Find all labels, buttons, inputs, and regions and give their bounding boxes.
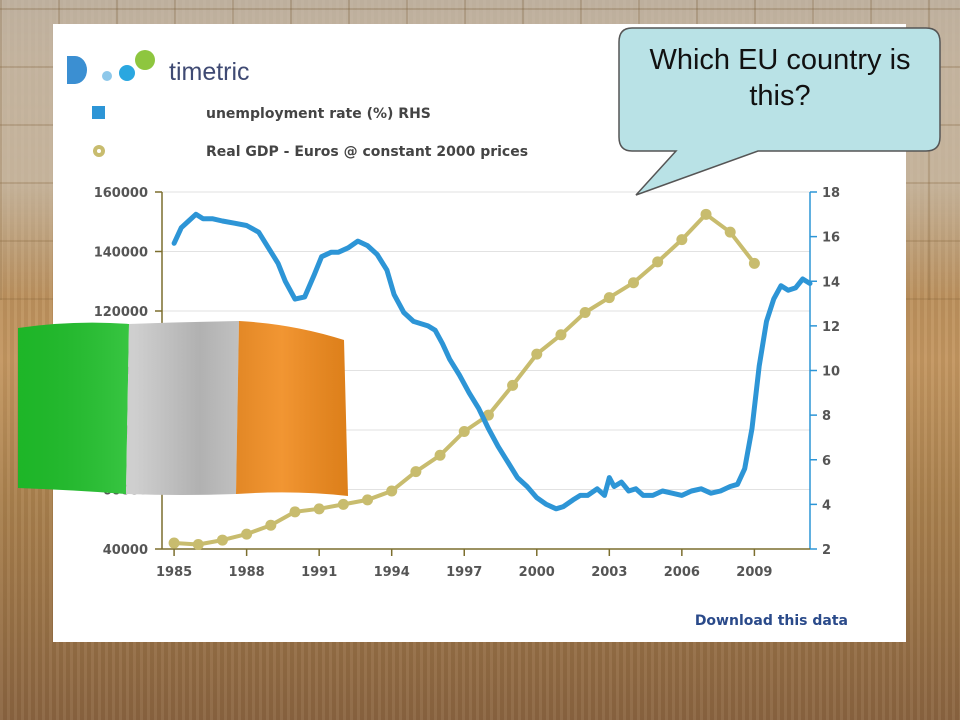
right-axis-tick-label: 12 xyxy=(822,320,840,335)
unemployment-series-line xyxy=(171,211,813,512)
gdp-data-point xyxy=(748,257,760,269)
x-axis-tick-label: 1985 xyxy=(156,565,192,580)
gdp-data-point xyxy=(313,503,325,515)
gdp-data-point xyxy=(192,539,204,551)
irish-flag-icon xyxy=(18,321,348,496)
right-axis-tick-label: 18 xyxy=(822,186,840,201)
x-axis-tick-label: 2000 xyxy=(519,565,555,580)
right-axis-tick-label: 10 xyxy=(822,365,840,380)
left-axis-tick-label: 120000 xyxy=(94,305,148,320)
download-link[interactable]: Download this data xyxy=(695,613,848,629)
callout-bubble xyxy=(618,27,941,196)
gdp-data-point xyxy=(289,506,301,518)
x-axis-tick-label: 2006 xyxy=(664,565,700,580)
x-axis-tick-label: 1994 xyxy=(374,565,410,580)
x-axis-tick-label: 1997 xyxy=(446,565,482,580)
callout-text: Which EU country is this? xyxy=(649,44,911,112)
timetric-logo-icon xyxy=(67,50,155,84)
right-axis-tick-label: 6 xyxy=(822,454,831,469)
gdp-data-point xyxy=(507,379,519,391)
legend-square-icon xyxy=(92,106,105,119)
legend-unemployment-label: unemployment rate (%) RHS xyxy=(206,106,431,122)
gdp-data-point xyxy=(531,348,543,360)
x-axis-tick-label: 2003 xyxy=(591,565,627,580)
right-axis-tick-label: 16 xyxy=(822,231,840,246)
right-axis-tick-label: 14 xyxy=(822,275,840,290)
brand-name: timetric xyxy=(169,58,250,86)
right-axis-tick-label: 4 xyxy=(822,498,831,513)
gdp-data-point xyxy=(458,425,470,437)
gdp-data-point xyxy=(434,449,446,461)
gdp-data-point xyxy=(627,277,639,289)
gdp-data-point xyxy=(555,329,567,341)
gdp-data-point xyxy=(410,466,422,478)
x-axis-tick-label: 1991 xyxy=(301,565,337,580)
gdp-data-point xyxy=(700,208,712,220)
x-axis-tick-label: 1988 xyxy=(229,565,265,580)
right-axis-tick-label: 2 xyxy=(822,543,831,558)
gdp-data-point xyxy=(724,226,736,238)
x-axis-tick-label: 2009 xyxy=(736,565,772,580)
gdp-data-point xyxy=(603,292,615,304)
left-axis-tick-label: 40000 xyxy=(103,543,148,558)
gdp-data-point xyxy=(337,498,349,510)
gdp-data-point xyxy=(362,494,374,506)
gdp-data-point xyxy=(241,528,253,540)
legend-gdp-label: Real GDP - Euros @ constant 2000 prices xyxy=(206,144,528,160)
right-axis-tick-label: 8 xyxy=(822,409,831,424)
gdp-data-point xyxy=(168,537,180,549)
gdp-data-point xyxy=(216,534,228,546)
gdp-data-point xyxy=(579,306,591,318)
gdp-data-point xyxy=(386,485,398,497)
left-axis-tick-label: 140000 xyxy=(94,246,148,261)
gdp-data-point xyxy=(652,256,664,268)
gdp-data-point xyxy=(676,234,688,246)
left-axis-tick-label: 160000 xyxy=(94,186,148,201)
gdp-data-point xyxy=(265,519,277,531)
